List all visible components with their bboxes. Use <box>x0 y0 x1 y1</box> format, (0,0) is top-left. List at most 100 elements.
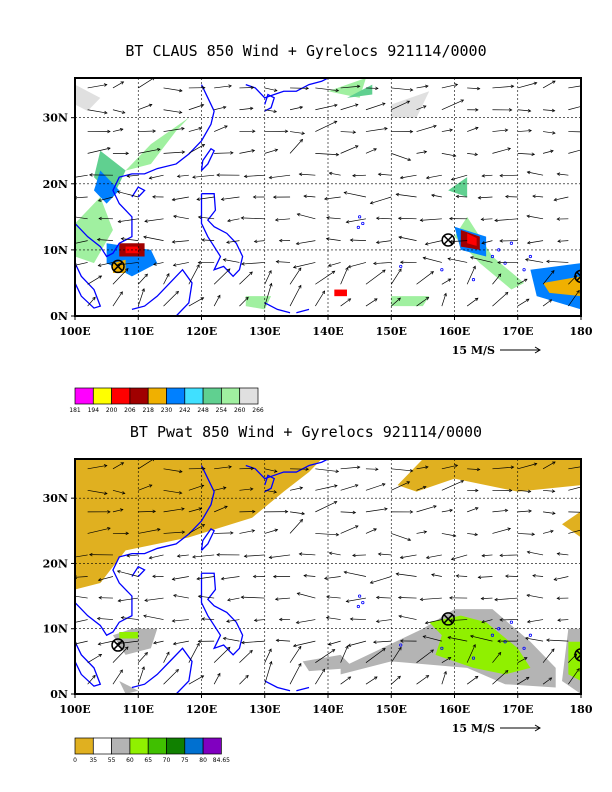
wind-vector-head <box>335 532 340 537</box>
wind-vector <box>340 525 359 534</box>
colorbar-label: 242 <box>179 407 191 414</box>
wind-vector <box>289 519 303 534</box>
wind-vector-head <box>447 257 452 261</box>
wind-vector-head <box>268 555 273 560</box>
lat-tick-label: 20N <box>43 557 68 570</box>
wind-vector <box>340 511 356 513</box>
colorbar-swatch <box>184 737 204 755</box>
vector-key-arrowhead <box>534 346 541 354</box>
island <box>490 254 495 259</box>
wind-vector <box>426 554 442 559</box>
island <box>399 643 403 647</box>
wind-vector-head <box>469 256 474 260</box>
coastline <box>75 262 102 309</box>
wind-vector <box>517 489 531 492</box>
wind-vector-head <box>477 575 482 579</box>
wind-vector-head <box>584 148 587 151</box>
wind-vector-head <box>586 104 589 107</box>
wind-vector-head <box>472 643 476 648</box>
wind-vector-head <box>152 459 155 462</box>
wind-vector-head <box>171 197 176 202</box>
wind-vector-head <box>399 175 404 180</box>
wind-vector-head <box>527 489 532 494</box>
wind-vector-head <box>301 511 306 516</box>
shaded-region <box>562 511 581 538</box>
wind-vector <box>456 575 468 577</box>
wind-vector <box>112 489 125 494</box>
wind-vector <box>254 619 265 621</box>
wind-vector-head <box>116 190 121 194</box>
wind-vector-head <box>497 639 501 643</box>
wind-vector-head <box>97 198 102 202</box>
wind-vector <box>214 506 228 513</box>
wind-vector <box>396 573 417 577</box>
wind-vector <box>264 648 272 663</box>
wind-vector <box>293 262 316 268</box>
wind-vector <box>144 218 164 222</box>
wind-vector-head <box>397 297 401 301</box>
wind-vector <box>75 174 88 178</box>
wind-vector <box>517 82 537 89</box>
lat-tick-label: 20N <box>43 178 68 191</box>
wind-vector-head <box>583 511 586 514</box>
wind-vector-head <box>104 110 108 115</box>
wind-vector-head <box>551 270 555 274</box>
island <box>490 633 495 637</box>
wind-vector <box>244 554 265 557</box>
colorbar-swatch <box>147 387 167 405</box>
wind-vector <box>373 640 392 643</box>
wind-vector <box>425 240 442 245</box>
wind-vector <box>221 196 240 200</box>
wind-vector-head <box>384 507 388 511</box>
wind-vector-head <box>422 256 427 260</box>
wind-vector <box>467 507 479 513</box>
wind-vector <box>297 592 316 599</box>
wind-vector <box>153 640 164 644</box>
wind-vector <box>75 216 88 220</box>
wind-vector <box>264 661 272 685</box>
wind-vector <box>398 236 417 241</box>
wind-vector <box>481 619 493 623</box>
wind-vector-head <box>481 174 485 178</box>
lon-tick-label: 150E <box>376 703 407 716</box>
wind-vector-head <box>352 130 357 134</box>
wind-vector <box>188 127 202 132</box>
wind-vector-head <box>217 672 221 677</box>
wind-vector <box>214 125 228 132</box>
wind-vector <box>214 152 233 154</box>
wind-vector-head <box>144 273 148 278</box>
wind-vector <box>396 193 417 198</box>
wind-vector <box>500 554 518 556</box>
wind-vector-head <box>103 83 108 87</box>
wind-vector <box>400 554 417 559</box>
wind-vector-head <box>505 194 509 199</box>
colorbar-swatch <box>92 737 112 755</box>
wind-vector <box>299 553 316 556</box>
wind-vector <box>223 637 240 642</box>
wind-vector-head <box>409 88 414 92</box>
wind-vector-head <box>481 553 485 558</box>
coastline <box>75 84 215 258</box>
wind-vector <box>340 466 360 470</box>
wind-vector-head <box>117 219 122 224</box>
wind-vector-head <box>327 642 332 646</box>
wind-vector <box>254 240 265 242</box>
wind-vector <box>223 259 240 263</box>
wind-vector-head <box>347 676 352 680</box>
wind-vector <box>192 174 215 178</box>
wind-vector <box>450 619 468 621</box>
wind-vector-head <box>245 296 249 301</box>
wind-vector-head <box>335 152 340 157</box>
wind-vector <box>416 105 427 111</box>
wind-vector <box>340 645 349 663</box>
wind-vector-head <box>395 192 400 197</box>
wind-vector <box>121 617 139 620</box>
wind-vector-head <box>335 469 340 473</box>
wind-vector <box>137 288 145 307</box>
wind-vector <box>214 106 226 111</box>
wind-vector-head <box>292 265 297 269</box>
colorbar-swatch <box>184 387 204 405</box>
wind-vector-head <box>475 507 479 511</box>
wind-vector <box>177 554 189 557</box>
